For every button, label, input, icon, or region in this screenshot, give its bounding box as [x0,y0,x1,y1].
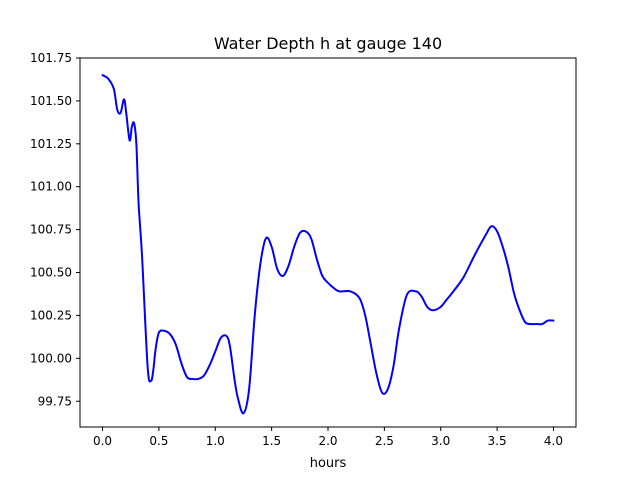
y-tick-label: 100.25 [30,308,72,322]
x-tick-label: 0.5 [149,434,168,448]
y-tick-label: 101.75 [30,51,72,65]
x-tick-label: 2.5 [375,434,394,448]
series-line [101,74,555,415]
y-tick-label: 100.00 [30,351,72,365]
x-tick-label: 3.0 [431,434,450,448]
y-tick-label: 101.00 [30,180,72,194]
x-tick-label: 1.0 [206,434,225,448]
x-tick-label: 1.5 [262,434,281,448]
x-tick-label: 3.5 [488,434,507,448]
x-tick-label: 4.0 [544,434,563,448]
chart-title: Water Depth h at gauge 140 [214,34,442,53]
x-axis-label: hours [310,456,347,471]
y-tick-label: 101.50 [30,94,72,108]
axis-ticks: 0.0 0.5 1.0 1.5 2.0 2.5 3.0 3.5 4.0 99.75 100.00 10… [30,51,563,448]
y-tick-label: 99.75 [38,394,72,408]
x-tick-label: 0.0 [93,434,112,448]
plot-frame [79,57,577,428]
x-tick-label: 2.0 [318,434,337,448]
y-tick-label: 100.50 [30,266,72,280]
y-tick-label: 101.25 [30,137,72,151]
y-tick-label: 100.75 [30,223,72,237]
